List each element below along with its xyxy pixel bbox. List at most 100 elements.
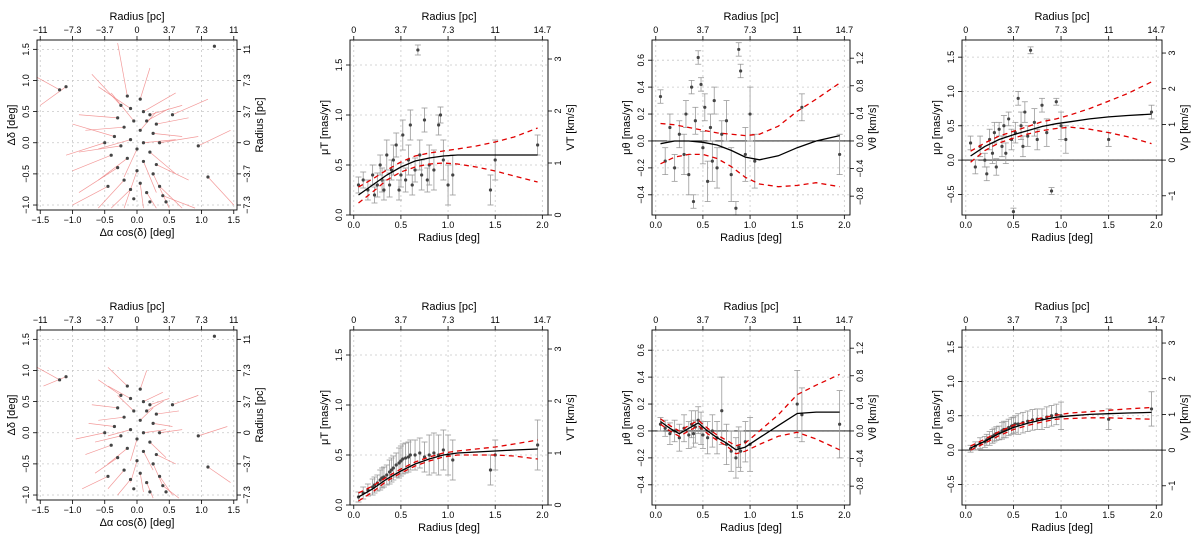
top-tick-label: 3.7	[1007, 315, 1020, 325]
top-tick-label: 14.7	[534, 315, 552, 325]
motion-vector	[117, 479, 131, 496]
y-tick-label: 1.0	[334, 399, 344, 412]
fit-line	[358, 448, 538, 498]
data-point	[148, 440, 152, 444]
motion-vector	[139, 111, 157, 131]
right-tick-label: −7.3	[242, 196, 252, 214]
motion-vector	[94, 457, 118, 474]
x-tick-label: 1.5	[228, 505, 241, 515]
top-tick-label: 3.7	[697, 25, 710, 35]
y-axis-label: μρ [mas/yr]	[931, 100, 943, 155]
y-tick-label: 1.5	[21, 333, 31, 346]
x-axis-label: Δα cos(δ) [deg]	[100, 517, 175, 529]
right-tick-label: −0.4	[855, 160, 865, 178]
data-point	[116, 166, 120, 170]
motion-vector	[123, 148, 138, 178]
y-axis-label: Δδ [deg]	[6, 395, 18, 436]
y-tick-label: 1.5	[334, 59, 344, 72]
motion-vector	[153, 133, 183, 137]
data-point	[701, 433, 705, 437]
right-tick-label: 11	[242, 335, 252, 344]
top-tick-label: 7.3	[1055, 315, 1068, 325]
y-tick-label: 0.0	[334, 209, 344, 222]
x-tick-label: 0.0	[348, 510, 361, 520]
x-tick-label: 2.0	[536, 510, 549, 520]
data-point	[420, 173, 424, 177]
top-tick-label: 0	[653, 25, 658, 35]
data-point	[119, 393, 123, 397]
data-point	[151, 131, 155, 136]
motion-vector	[98, 139, 131, 150]
panel-row2-spatial: −1.5 −1.0 −0.5 0.0 0.5 1.0 1.5−11 −7.3 −3.7 0 3.7 7…	[6, 301, 266, 529]
data-point	[536, 443, 540, 447]
data-point	[422, 118, 427, 122]
data-point	[668, 125, 672, 130]
data-point	[145, 409, 149, 413]
data-point	[1023, 110, 1027, 114]
data-point	[378, 478, 382, 482]
data-point	[724, 119, 729, 123]
top-tick-label: 0	[351, 25, 356, 35]
data-point	[151, 421, 155, 426]
data-point	[399, 459, 403, 463]
motion-vector	[110, 189, 131, 209]
data-point	[418, 451, 422, 455]
fit-line	[358, 154, 538, 196]
motion-vector	[72, 123, 115, 137]
data-point	[361, 178, 365, 182]
data-point	[536, 143, 540, 147]
top-tick-label: 0	[963, 315, 968, 325]
y-tick-label: −0.4	[636, 476, 646, 494]
motion-vector	[146, 192, 157, 209]
right-tick-label: −3.7	[242, 455, 252, 473]
data-point	[1016, 96, 1020, 100]
top-tick-label: 3.7	[1007, 25, 1020, 35]
right-tick-label: −1	[1167, 481, 1177, 491]
data-point	[138, 418, 142, 422]
data-point	[391, 466, 395, 470]
data-point	[138, 471, 142, 475]
top-tick-label: 14.7	[534, 25, 552, 35]
motion-vector	[152, 463, 164, 486]
top-tick-label: 11	[1104, 315, 1113, 325]
data-point	[990, 151, 995, 155]
plot-frame	[349, 329, 549, 506]
motion-vector	[65, 142, 105, 156]
motion-vector	[98, 379, 122, 396]
right-tick-label: 0	[1167, 158, 1177, 163]
top-axis-label: Radius [pc]	[1034, 11, 1089, 23]
x-axis-label: Radius [deg]	[720, 522, 782, 534]
right-tick-label: 1	[1167, 122, 1177, 127]
data-point	[1011, 209, 1016, 214]
data-point	[116, 456, 120, 460]
data-point	[128, 428, 133, 432]
x-tick-label: 1.0	[1055, 510, 1068, 520]
data-point	[397, 188, 401, 192]
motion-vector	[94, 435, 121, 443]
x-tick-label: 0.5	[395, 510, 408, 520]
data-point	[157, 431, 162, 435]
top-axis-label: Radius [pc]	[723, 301, 778, 313]
data-point	[1035, 137, 1039, 142]
data-point	[132, 487, 136, 491]
motion-vector	[78, 114, 118, 119]
y-tick-label: −1.0	[21, 196, 31, 214]
motion-vector	[107, 429, 131, 437]
data-point	[145, 480, 149, 485]
data-point	[1107, 137, 1111, 142]
x-tick-label: −1.0	[64, 215, 82, 225]
panel-row1-mutheta: 0.0 0.5 1.0 1.5 2.0 0 3.7 7.3 11 14.7 −0.4 −0.2 0.0 0…	[621, 11, 879, 244]
y-tick-label: −0.2	[636, 159, 646, 177]
y-tick-label: 0.5	[946, 120, 956, 133]
x-tick-label: −1.0	[64, 505, 82, 515]
data-point	[446, 183, 450, 187]
x-tick-label: 1.0	[442, 220, 455, 230]
data-point	[103, 141, 107, 145]
y-tick-label: 0.5	[21, 105, 31, 118]
data-point	[119, 103, 123, 107]
top-tick-label: −3.7	[96, 315, 114, 325]
x-tick-label: 2.0	[1150, 510, 1163, 520]
confidence-band-lower	[970, 417, 1152, 451]
data-point	[684, 112, 688, 116]
